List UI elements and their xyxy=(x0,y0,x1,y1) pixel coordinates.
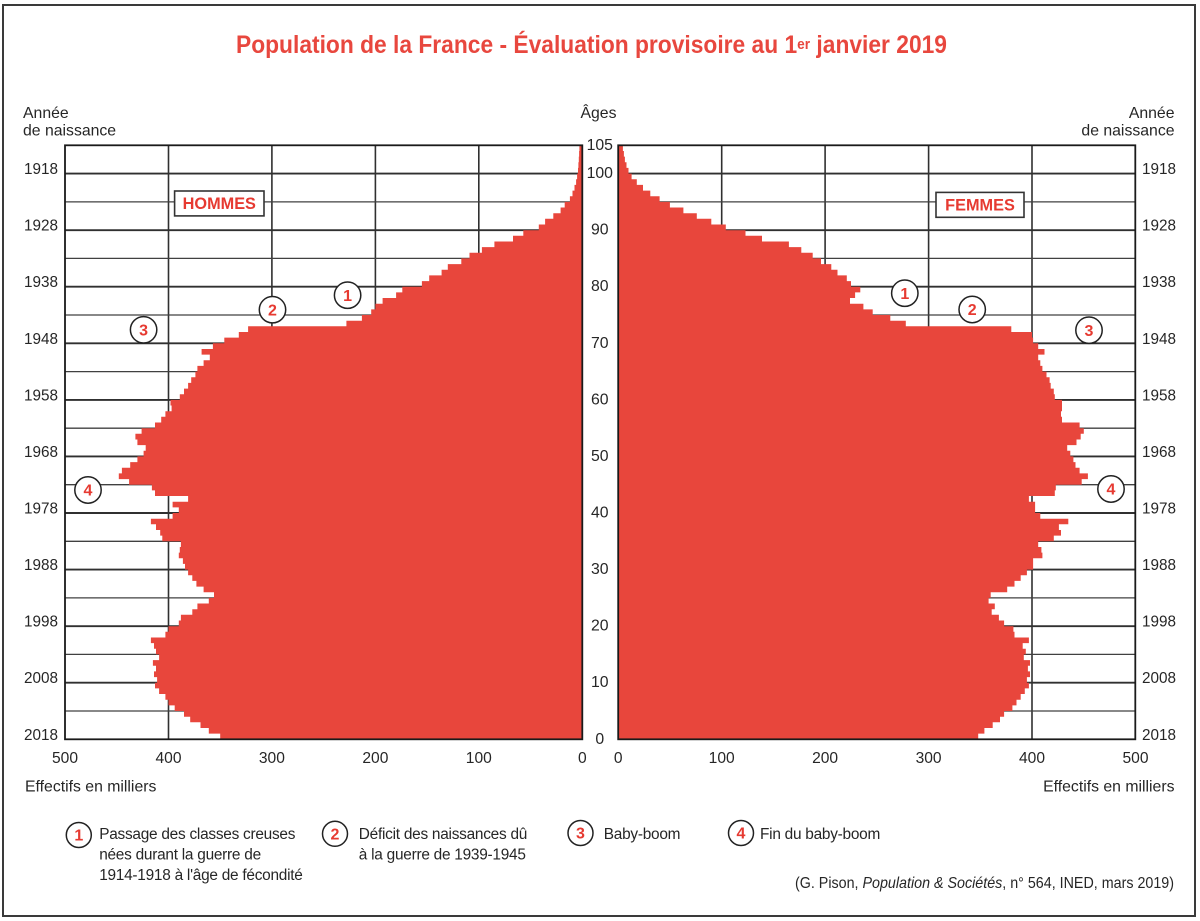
svg-text:500: 500 xyxy=(52,750,78,767)
svg-text:1928: 1928 xyxy=(1142,218,1176,235)
svg-text:4: 4 xyxy=(1107,482,1116,499)
svg-text:200: 200 xyxy=(362,750,388,767)
svg-text:Effectifs en milliers: Effectifs en milliers xyxy=(25,779,156,796)
svg-text:1988: 1988 xyxy=(24,557,58,574)
svg-text:50: 50 xyxy=(591,448,609,465)
svg-text:(G. Pison, Population & Sociét: (G. Pison, Population & Sociétés, n° 564… xyxy=(795,875,1174,892)
svg-text:30: 30 xyxy=(591,561,609,578)
svg-text:de naissance: de naissance xyxy=(23,123,116,140)
svg-text:300: 300 xyxy=(259,750,285,767)
svg-text:1948: 1948 xyxy=(1142,331,1176,348)
svg-text:2018: 2018 xyxy=(24,727,58,744)
svg-text:100: 100 xyxy=(709,750,735,767)
svg-text:105: 105 xyxy=(587,137,614,154)
svg-text:Âges: Âges xyxy=(580,103,616,122)
svg-text:300: 300 xyxy=(916,750,942,767)
svg-text:de naissance: de naissance xyxy=(1081,123,1174,140)
svg-text:1988: 1988 xyxy=(1142,557,1176,574)
svg-text:à la guerre de 1939-1945: à la guerre de 1939-1945 xyxy=(359,846,526,863)
svg-text:1918: 1918 xyxy=(1142,161,1176,178)
svg-text:0: 0 xyxy=(595,731,604,748)
svg-text:1998: 1998 xyxy=(24,614,58,631)
svg-text:500: 500 xyxy=(1122,750,1148,767)
svg-text:1: 1 xyxy=(900,286,909,303)
svg-text:1928: 1928 xyxy=(24,218,58,235)
svg-text:FEMMES: FEMMES xyxy=(945,197,1015,215)
svg-text:20: 20 xyxy=(591,618,609,635)
svg-text:1978: 1978 xyxy=(1142,501,1176,518)
svg-text:HOMMES: HOMMES xyxy=(183,195,256,213)
svg-text:Déficit des naissances dû: Déficit des naissances dû xyxy=(359,826,527,843)
svg-text:4: 4 xyxy=(84,483,93,500)
svg-text:1958: 1958 xyxy=(24,387,58,404)
svg-text:0: 0 xyxy=(614,750,623,767)
svg-text:3: 3 xyxy=(139,323,148,340)
svg-text:1938: 1938 xyxy=(24,274,58,291)
svg-text:Année: Année xyxy=(1129,105,1175,122)
svg-text:3: 3 xyxy=(576,826,585,843)
svg-text:1958: 1958 xyxy=(1142,387,1176,404)
svg-text:1968: 1968 xyxy=(1142,444,1176,461)
svg-text:Effectifs en milliers: Effectifs en milliers xyxy=(1043,779,1174,796)
svg-text:1918: 1918 xyxy=(24,161,58,178)
svg-text:400: 400 xyxy=(1019,750,1045,767)
svg-text:2008: 2008 xyxy=(24,670,58,687)
svg-text:10: 10 xyxy=(591,674,609,691)
svg-text:1: 1 xyxy=(343,288,352,305)
svg-text:nées durant la guerre de: nées durant la guerre de xyxy=(99,846,261,863)
svg-text:Année: Année xyxy=(23,105,69,122)
svg-text:80: 80 xyxy=(591,278,609,295)
svg-text:2008: 2008 xyxy=(1142,670,1176,687)
svg-text:1978: 1978 xyxy=(24,501,58,518)
svg-text:Fin du baby-boom: Fin du baby-boom xyxy=(760,826,880,843)
svg-text:0: 0 xyxy=(578,750,587,767)
svg-text:60: 60 xyxy=(591,391,609,408)
svg-text:Population de la France - Éval: Population de la France - Évaluation pro… xyxy=(236,30,947,59)
svg-text:Baby-boom: Baby-boom xyxy=(604,826,680,843)
svg-text:1: 1 xyxy=(74,828,83,845)
svg-text:Passage des classes creuses: Passage des classes creuses xyxy=(99,826,296,843)
svg-text:2: 2 xyxy=(331,827,340,844)
svg-text:1948: 1948 xyxy=(24,331,58,348)
svg-text:2: 2 xyxy=(968,302,977,319)
svg-text:1938: 1938 xyxy=(1142,274,1176,291)
svg-text:3: 3 xyxy=(1085,323,1094,340)
svg-text:1968: 1968 xyxy=(24,444,58,461)
svg-text:1998: 1998 xyxy=(1142,614,1176,631)
svg-text:200: 200 xyxy=(812,750,838,767)
svg-text:4: 4 xyxy=(737,826,746,843)
svg-text:70: 70 xyxy=(591,335,609,352)
svg-text:100: 100 xyxy=(466,750,492,767)
svg-text:2: 2 xyxy=(268,302,277,319)
svg-text:1914-1918 à l'âge de fécondité: 1914-1918 à l'âge de fécondité xyxy=(99,867,302,884)
svg-text:40: 40 xyxy=(591,505,609,522)
svg-text:2018: 2018 xyxy=(1142,727,1176,744)
svg-text:100: 100 xyxy=(587,165,614,182)
svg-text:400: 400 xyxy=(155,750,181,767)
svg-text:90: 90 xyxy=(591,222,609,239)
